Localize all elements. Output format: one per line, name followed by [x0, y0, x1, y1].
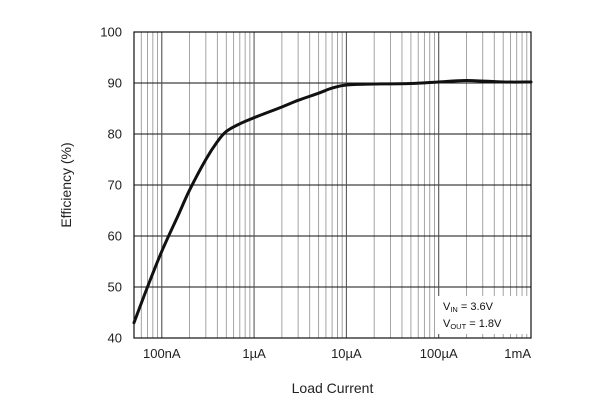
- y-tick-label: 70: [108, 178, 122, 193]
- x-tick-label: 100µA: [420, 346, 458, 361]
- efficiency-series-line: [132, 78, 533, 325]
- annotation-vout-value: = 1.8V: [466, 318, 502, 330]
- y-tick-label: 60: [108, 229, 122, 244]
- annotation-vin-symbol: V: [443, 301, 451, 313]
- y-tick-label: 50: [108, 280, 122, 295]
- y-tick-label: 80: [108, 127, 122, 142]
- x-tick-label: 1µA: [242, 346, 266, 361]
- y-tick-label: 100: [100, 25, 122, 40]
- x-tick-label: 10µA: [331, 346, 362, 361]
- annotation-vout-symbol: V: [443, 318, 451, 330]
- condition-annotation: VIN = 3.6V VOUT = 1.8V: [438, 296, 528, 334]
- y-tick-label: 90: [108, 76, 122, 91]
- annotation-vin-subscript: IN: [450, 305, 458, 314]
- annotation-box: [438, 296, 528, 334]
- y-tick-label: 40: [108, 331, 122, 346]
- plot-area-frame: [133, 31, 532, 339]
- y-axis-label: Efficiency (%): [58, 142, 74, 227]
- annotation-vout: VOUT = 1.8V: [443, 318, 502, 331]
- annotation-vin: VIN = 3.6V: [443, 301, 494, 314]
- x-axis-label: Load Current: [292, 380, 374, 396]
- x-tick-labels: 100nA 1µA 10µA 100µA 1mA: [143, 346, 531, 361]
- y-tick-labels: 40 50 60 70 80 90 100: [100, 25, 122, 346]
- annotation-vout-subscript: OUT: [450, 322, 466, 331]
- x-tick-label: 100nA: [143, 346, 181, 361]
- series-layer: [132, 78, 533, 325]
- x-tick-label: 1mA: [504, 346, 531, 361]
- annotation-vin-value: = 3.6V: [458, 301, 494, 313]
